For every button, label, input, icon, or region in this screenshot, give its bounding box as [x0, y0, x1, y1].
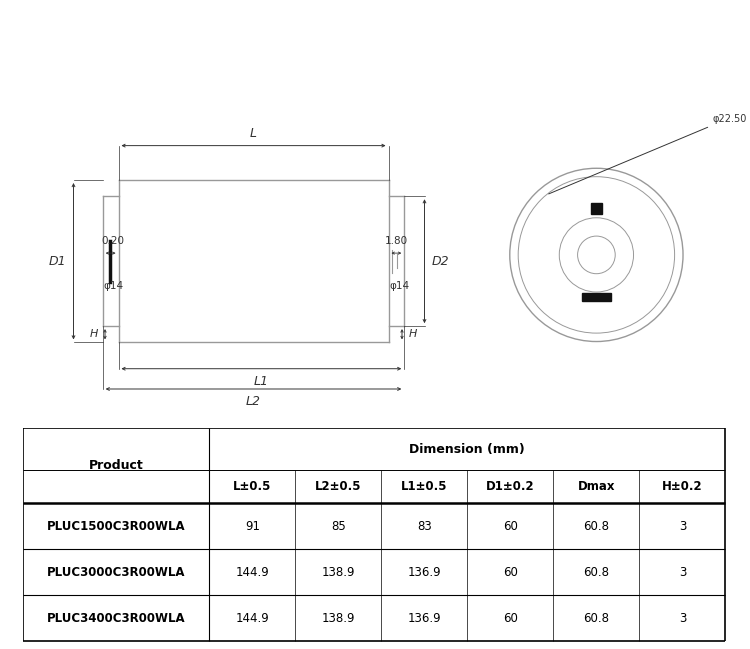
Text: 3: 3 — [679, 520, 686, 533]
Text: 144.9: 144.9 — [236, 566, 269, 579]
Text: 60.8: 60.8 — [584, 520, 609, 533]
Text: 136.9: 136.9 — [407, 566, 441, 579]
Text: L±0.5: L±0.5 — [233, 480, 272, 493]
Text: 138.9: 138.9 — [322, 612, 355, 625]
Text: 85: 85 — [331, 520, 346, 533]
Text: φ22.50: φ22.50 — [712, 114, 747, 124]
Text: D1±0.2: D1±0.2 — [486, 480, 535, 493]
Text: 3: 3 — [679, 566, 686, 579]
Text: 144.9: 144.9 — [236, 612, 269, 625]
Text: 60: 60 — [503, 520, 518, 533]
Bar — [581, 293, 611, 301]
Text: D1: D1 — [50, 254, 67, 268]
Text: PLUC3400C3R00WLA: PLUC3400C3R00WLA — [46, 612, 185, 625]
Text: L1: L1 — [254, 375, 268, 388]
Text: H±0.2: H±0.2 — [662, 480, 703, 493]
Text: 136.9: 136.9 — [407, 612, 441, 625]
Text: PLUC3000C3R00WLA: PLUC3000C3R00WLA — [46, 566, 185, 579]
Text: 91: 91 — [244, 520, 260, 533]
Text: H: H — [90, 329, 98, 339]
Text: L1±0.5: L1±0.5 — [401, 480, 448, 493]
Text: 138.9: 138.9 — [322, 566, 355, 579]
Text: φ14: φ14 — [104, 282, 124, 291]
Text: 0.20: 0.20 — [101, 236, 124, 246]
Text: PLUC1500C3R00WLA: PLUC1500C3R00WLA — [46, 520, 185, 533]
Bar — [591, 203, 602, 214]
Text: 3: 3 — [679, 612, 686, 625]
Text: L: L — [250, 127, 257, 140]
Text: 1.80: 1.80 — [385, 236, 408, 246]
Text: Dimension (mm): Dimension (mm) — [410, 443, 525, 456]
Text: L2: L2 — [246, 395, 261, 408]
Text: Dmax: Dmax — [578, 480, 615, 493]
Text: 60.8: 60.8 — [584, 566, 609, 579]
Text: Product: Product — [88, 459, 143, 472]
Text: 60.8: 60.8 — [584, 612, 609, 625]
Text: φ14: φ14 — [389, 282, 410, 291]
Text: 60: 60 — [503, 566, 518, 579]
Text: Construction and Dimensions: Construction and Dimensions — [134, 30, 616, 58]
Text: 60: 60 — [503, 612, 518, 625]
Text: H: H — [409, 329, 417, 339]
Text: D2: D2 — [431, 254, 448, 268]
Text: 83: 83 — [417, 520, 432, 533]
Text: L2±0.5: L2±0.5 — [315, 480, 362, 493]
